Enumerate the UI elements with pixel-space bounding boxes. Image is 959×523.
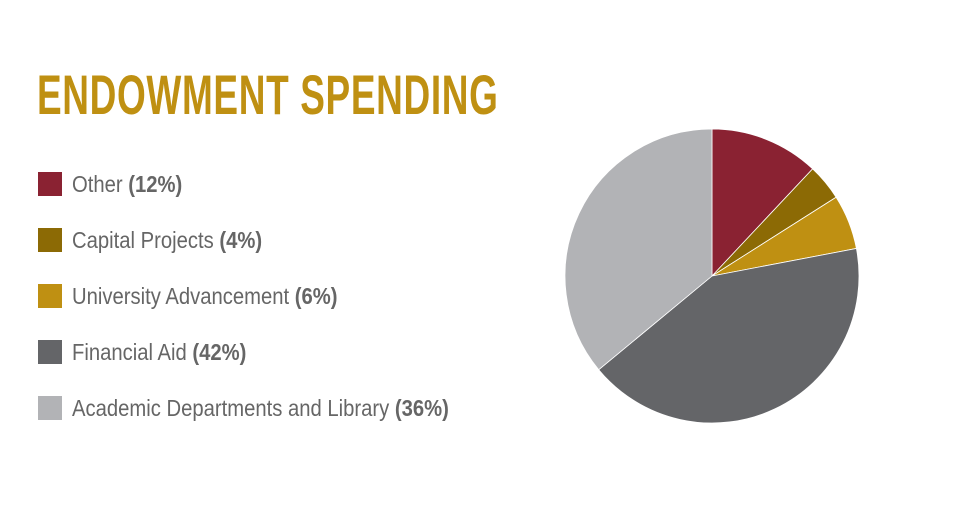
legend-category: University Advancement [72,282,295,309]
legend-percent: (36%) [394,394,449,421]
legend-category: Capital Projects [72,226,220,253]
legend-label: Academic Departments and Library (36%) [72,395,449,422]
legend-item: University Advancement (6%) [38,282,374,310]
legend-percent: (42%) [192,338,247,365]
legend-percent: (4%) [219,226,263,253]
legend-item: Capital Projects (4%) [38,226,288,254]
legend-label: Capital Projects (4%) [72,227,262,254]
legend-category: Financial Aid [72,338,193,365]
legend-swatch [38,228,62,252]
legend-percent: (12%) [128,170,183,197]
legend-label: University Advancement (6%) [72,283,337,310]
legend-label: Financial Aid (42%) [72,339,246,366]
legend-item: Academic Departments and Library (36%) [38,394,500,422]
pie-slice-financial-aid [598,247,860,424]
legend-swatch [38,172,62,196]
legend-swatch [38,284,62,308]
legend-category: Academic Departments and Library [72,394,395,421]
chart-title: ENDOWMENT SPENDING [37,63,499,126]
legend-item: Other (12%) [38,170,197,198]
pie-slice-academic-departments-and-library [564,128,713,371]
legend-item: Financial Aid (42%) [38,338,270,366]
legend-swatch [38,396,62,420]
legend-swatch [38,340,62,364]
pie-slice-other [711,128,814,278]
legend-category: Other [72,170,129,197]
legend-label: Other (12%) [72,171,182,198]
legend-percent: (6%) [294,282,338,309]
